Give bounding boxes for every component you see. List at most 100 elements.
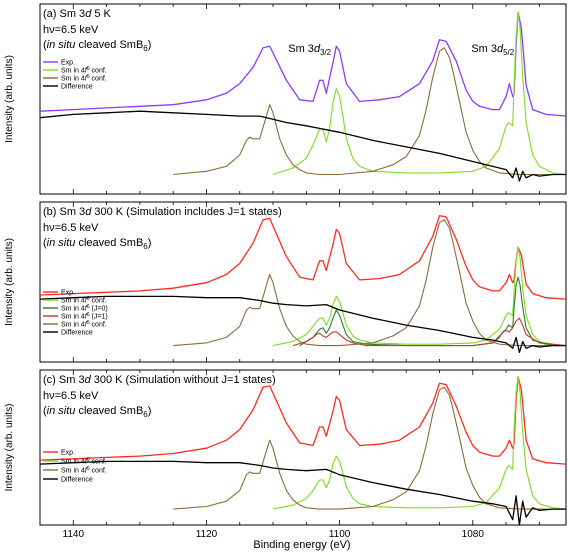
legend-label-f6-part: Sm in 4 — [61, 68, 85, 75]
legend-label-f6-part: 6 — [87, 296, 90, 302]
series-f5-line — [173, 219, 566, 347]
peak-label-part: 3/2 — [320, 48, 331, 57]
sample-label-part: in situ — [47, 39, 76, 51]
legend: Exp.Sm in 4f 6 conf.Sm in 4f5 conf.Differ… — [43, 60, 107, 91]
panel-title: (c) Sm 3d 300 K (Simulation without J=1 … — [43, 374, 276, 386]
sample-label: (in situ cleaved SmB6) — [43, 405, 151, 419]
legend-label-f6: Sm in 4f6 conf. — [61, 457, 107, 466]
legend-label-f5: Sm in 4f5 conf. — [61, 466, 107, 475]
series-f5-line — [173, 47, 566, 176]
legend-label-f6j0-part: f — [85, 306, 88, 313]
series-diff-line — [39, 460, 566, 526]
legend-label-f6j0-part: 6 — [87, 304, 90, 310]
legend-label-diff-part: Difference — [61, 84, 93, 91]
sample-label-part: 6 — [143, 44, 148, 53]
legend-label-f6-part: Sm in 4 — [61, 298, 85, 305]
sample-label-part: 6 — [143, 410, 148, 419]
y-axis-label: Intensity (arb. units) — [4, 55, 15, 143]
peak-label: Sm 3d5/2 — [471, 43, 514, 57]
legend-label-f6j0-part: (J=0) — [90, 306, 108, 313]
legend-label-f6j1-part: 6 — [87, 312, 90, 318]
y-axis-label: Intensity (arb. units) — [4, 404, 15, 492]
legend-label-f5-part: 5 — [87, 74, 90, 80]
panel-title-part: d — [85, 374, 92, 386]
legend-label-f6-part: 6 — [87, 457, 90, 463]
legend-label-f5-part: conf. — [90, 468, 107, 475]
panel-title-part: d — [85, 206, 92, 218]
x-tick-label: 1140 — [63, 529, 85, 540]
legend-label-exp: Exp. — [61, 450, 75, 457]
legend-label-diff-part: Difference — [61, 330, 93, 337]
panel-frame — [39, 3, 567, 195]
legend-label-diff: Difference — [61, 477, 93, 484]
sample-label-part: 6 — [143, 242, 148, 251]
sample-label-part: ) — [148, 405, 152, 417]
panel-frame — [39, 369, 567, 526]
series-f6-line — [272, 376, 567, 510]
panel-title-part: 5 K — [91, 8, 111, 20]
photon-energy-label: hν=6.5 keV — [43, 390, 99, 402]
sample-label-part: ( — [43, 237, 47, 249]
sample-label-part: in situ — [47, 237, 76, 249]
legend-label-f5-part: conf. — [90, 322, 107, 329]
panel-c: Intensity (arb. units) (c) Sm 3d 300 K (S… — [4, 369, 567, 526]
legend-label-diff: Difference — [61, 84, 93, 91]
y-axis-label: Intensity (arb. units) — [4, 238, 15, 326]
legend-label-f6j1-part: Sm in 4 — [61, 314, 85, 321]
legend-label-f6-part: f — [85, 298, 88, 305]
sample-label-part: cleaved SmB — [75, 405, 143, 417]
peak-label-part: 5/2 — [503, 48, 514, 57]
legend-label-f6-part: 6 — [87, 66, 90, 72]
legend-label-f6j0-part: Sm in 4 — [61, 306, 85, 313]
legend-label-f6j1: Sm in 4f6 (J=1) — [61, 312, 108, 321]
panel-title-part: 300 K (Simulation without J=1 states) — [91, 374, 276, 386]
sample-label-part: ) — [148, 237, 152, 249]
legend-label-f6-part: f — [85, 459, 88, 466]
sample-label-part: ) — [148, 39, 152, 51]
sample-label-part: cleaved SmB — [75, 237, 143, 249]
series-exp-line — [39, 375, 567, 465]
series-f6j1-line — [292, 317, 567, 347]
legend-label-f5-part: f — [85, 468, 88, 475]
panel-a: Intensity (arb. units) (a) Sm 3d 5 K hν=6.… — [4, 3, 567, 195]
peak-label-part: d — [497, 43, 504, 55]
panel-title-part: (b) Sm 3 — [43, 206, 85, 218]
legend-label-exp-part: Exp. — [61, 60, 75, 67]
legend-label-f5-part: f — [85, 322, 88, 329]
x-tick-label: 1080 — [462, 529, 485, 540]
legend-label-f5-part: conf. — [90, 76, 107, 83]
legend: Exp.Sm in 4f6 conf.Sm in 4f6 (J=0)Sm in … — [43, 290, 108, 337]
series-f6-line — [272, 246, 567, 347]
sample-label: (in situ cleaved SmB6) — [43, 39, 151, 53]
legend-label-exp-part: Exp. — [61, 290, 75, 297]
legend-label-f6j0: Sm in 4f6 (J=0) — [61, 304, 108, 313]
series-diff-line — [39, 110, 566, 182]
legend-label-exp-part: Exp. — [61, 450, 75, 457]
legend-label-f6-part: conf. — [90, 298, 107, 305]
sample-label-part: ( — [43, 39, 47, 51]
sample-label-part: cleaved SmB — [75, 39, 143, 51]
legend-label-f5-part: f — [85, 76, 88, 83]
legend-label-f5: Sm in 4f5 conf. — [61, 74, 107, 83]
series-exp-line — [39, 11, 567, 117]
panel-b: Intensity (arb. units) (b) Sm 3d 300 K (S… — [4, 201, 567, 363]
panel-frame — [39, 201, 567, 363]
legend-label-f6-part: conf. — [90, 68, 107, 75]
photon-energy-label: hν=6.5 keV — [43, 24, 99, 36]
sample-label-part: in situ — [47, 405, 76, 417]
panel-title: (a) Sm 3d 5 K — [43, 8, 112, 20]
legend-label-exp: Exp. — [61, 290, 75, 297]
legend-label-f5-part: 5 — [87, 320, 90, 326]
legend-label-f6j1-part: f — [85, 314, 88, 321]
legend-label-f5-part: Sm in 4 — [61, 468, 85, 475]
legend-label-f5-part: Sm in 4 — [61, 322, 85, 329]
sample-label: (in situ cleaved SmB6) — [43, 237, 151, 251]
series-f5-line — [173, 386, 566, 510]
legend-label-f5: Sm in 4f5 conf. — [61, 320, 107, 329]
series-exp-line — [39, 215, 567, 300]
legend-label-f6j1-part: (J=1) — [90, 314, 108, 321]
x-axis-label: Binding energy (eV) — [253, 539, 350, 551]
peak-label-part: d — [314, 43, 321, 55]
legend-label-exp: Exp. — [61, 60, 75, 67]
